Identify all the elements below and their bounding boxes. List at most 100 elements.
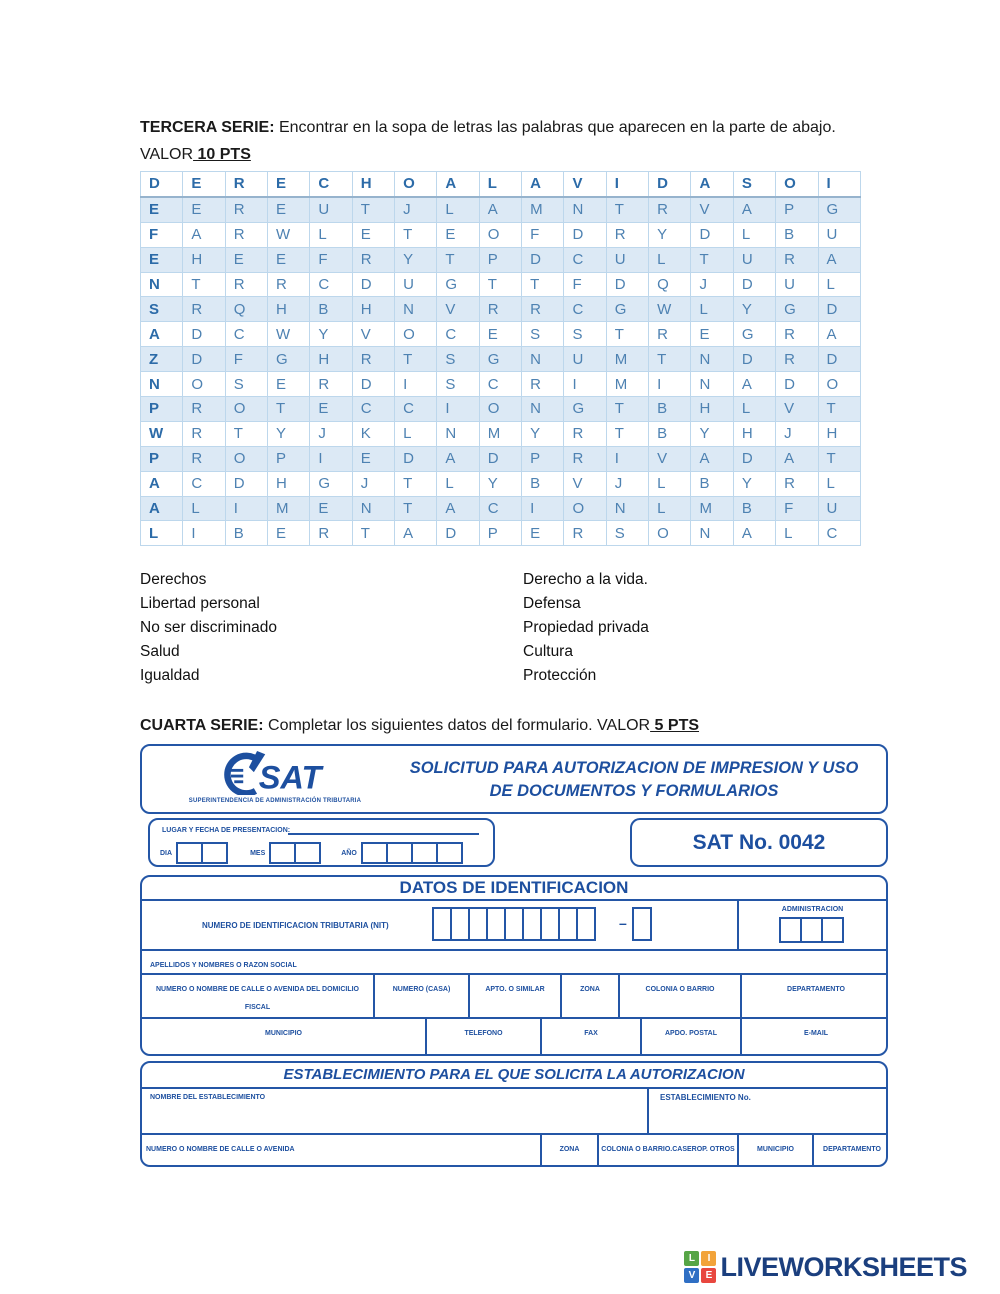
grid-cell[interactable]: H xyxy=(690,396,734,422)
grid-cell[interactable]: L xyxy=(139,520,184,547)
grid-cell[interactable]: E xyxy=(351,445,396,472)
grid-cell[interactable]: N xyxy=(690,520,734,547)
grid-cell[interactable]: T xyxy=(351,520,396,547)
grid-cell[interactable]: F xyxy=(309,246,353,273)
grid-cell[interactable]: Y xyxy=(478,470,523,497)
grid-cell[interactable]: I xyxy=(563,371,607,398)
grid-cell[interactable]: S xyxy=(436,371,480,398)
grid-cell[interactable]: C xyxy=(309,170,353,198)
grid-cell[interactable]: J xyxy=(351,470,396,497)
grid-cell[interactable]: K xyxy=(351,420,396,447)
grid-cell[interactable]: H xyxy=(351,296,396,323)
grid-cell[interactable]: A xyxy=(732,371,777,398)
input-box[interactable] xyxy=(800,917,823,943)
form-field[interactable]: NUMERO (CASA) xyxy=(375,975,470,1017)
grid-cell[interactable]: T xyxy=(394,346,438,373)
grid-cell[interactable]: T xyxy=(394,495,438,522)
input-box[interactable] xyxy=(540,907,560,941)
form-field[interactable]: E-MAIL xyxy=(742,1019,886,1054)
grid-cell[interactable]: I xyxy=(436,396,480,422)
grid-cell[interactable]: T xyxy=(605,321,650,348)
grid-cell[interactable]: C xyxy=(478,495,523,522)
grid-cell[interactable]: Y xyxy=(690,420,734,447)
grid-cell[interactable]: I xyxy=(309,445,353,472)
grid-cell[interactable]: W xyxy=(267,321,311,348)
grid-cell[interactable]: A xyxy=(394,520,438,547)
grid-cell[interactable]: H xyxy=(267,296,311,323)
form-field[interactable]: APTO. O SIMILAR xyxy=(470,975,562,1017)
grid-cell[interactable]: T xyxy=(436,246,480,273)
grid-cell[interactable]: O xyxy=(394,170,438,198)
input-box[interactable] xyxy=(360,842,388,864)
grid-cell[interactable]: L xyxy=(732,221,777,248)
grid-cell[interactable]: D xyxy=(775,371,819,398)
grid-cell[interactable]: D xyxy=(732,271,777,298)
grid-cell[interactable]: H xyxy=(732,420,777,447)
grid-cell[interactable]: A xyxy=(817,321,861,348)
grid-cell[interactable]: G xyxy=(563,396,607,422)
form-field[interactable]: ZONA xyxy=(562,975,620,1017)
grid-cell[interactable]: P xyxy=(139,396,184,422)
grid-cell[interactable]: G xyxy=(732,321,777,348)
input-box[interactable] xyxy=(779,917,802,943)
input-box[interactable] xyxy=(486,907,506,941)
grid-cell[interactable]: R xyxy=(648,196,692,223)
input-box[interactable] xyxy=(201,842,229,864)
grid-cell[interactable]: G xyxy=(309,470,353,497)
grid-cell[interactable]: B xyxy=(690,470,734,497)
grid-cell[interactable]: B xyxy=(732,495,777,522)
grid-cell[interactable]: G xyxy=(605,296,650,323)
grid-cell[interactable]: E xyxy=(690,321,734,348)
grid-cell[interactable]: L xyxy=(817,271,861,298)
grid-cell[interactable]: A xyxy=(436,495,480,522)
grid-cell[interactable]: T xyxy=(351,196,396,223)
grid-cell[interactable]: B xyxy=(224,520,269,547)
grid-cell[interactable]: A xyxy=(690,170,734,198)
grid-cell[interactable]: A xyxy=(732,520,777,547)
grid-cell[interactable]: Y xyxy=(732,470,777,497)
grid-cell[interactable]: G xyxy=(775,296,819,323)
grid-cell[interactable]: Y xyxy=(648,221,692,248)
grid-cell[interactable]: R xyxy=(563,420,607,447)
grid-cell[interactable]: L xyxy=(309,221,353,248)
grid-cell[interactable]: T xyxy=(605,196,650,223)
form-field[interactable]: DEPARTAMENTO xyxy=(742,975,886,1017)
grid-cell[interactable]: E xyxy=(267,371,311,398)
grid-cell[interactable]: T xyxy=(648,346,692,373)
grid-cell[interactable]: M xyxy=(605,346,650,373)
grid-cell[interactable]: T xyxy=(182,271,226,298)
grid-cell[interactable]: O xyxy=(394,321,438,348)
grid-cell[interactable]: P xyxy=(521,445,565,472)
grid-cell[interactable]: L xyxy=(775,520,819,547)
grid-cell[interactable]: L xyxy=(648,495,692,522)
grid-cell[interactable]: E xyxy=(267,196,311,223)
input-box[interactable] xyxy=(468,907,488,941)
form-field[interactable]: NUMERO O NOMBRE DE CALLE O AVENIDA DEL D… xyxy=(142,975,375,1017)
grid-cell[interactable]: A xyxy=(139,495,184,522)
grid-cell[interactable]: E xyxy=(267,170,311,198)
grid-cell[interactable]: I xyxy=(521,495,565,522)
grid-cell[interactable]: N xyxy=(521,396,565,422)
grid-cell[interactable]: L xyxy=(648,246,692,273)
grid-cell[interactable]: Y xyxy=(394,246,438,273)
form-field[interactable]: COLONIA O BARRIO xyxy=(620,975,742,1017)
establecimiento-no-field[interactable]: ESTABLECIMIENTO No. xyxy=(660,1093,751,1102)
grid-cell[interactable]: L xyxy=(436,196,480,223)
grid-cell[interactable]: M xyxy=(605,371,650,398)
grid-cell[interactable]: O xyxy=(224,396,269,422)
grid-cell[interactable]: N xyxy=(394,296,438,323)
grid-cell[interactable]: Y xyxy=(732,296,777,323)
grid-cell[interactable]: O xyxy=(648,520,692,547)
grid-cell[interactable]: D xyxy=(394,445,438,472)
form-field[interactable]: ZONA xyxy=(542,1135,599,1165)
grid-cell[interactable]: D xyxy=(182,346,226,373)
grid-cell[interactable]: L xyxy=(648,470,692,497)
grid-cell[interactable]: G xyxy=(436,271,480,298)
grid-cell[interactable]: M xyxy=(267,495,311,522)
grid-cell[interactable]: H xyxy=(309,346,353,373)
grid-cell[interactable]: I xyxy=(224,495,269,522)
grid-cell[interactable]: D xyxy=(351,271,396,298)
grid-cell[interactable]: N xyxy=(436,420,480,447)
grid-cell[interactable]: S xyxy=(224,371,269,398)
grid-cell[interactable]: E xyxy=(521,520,565,547)
